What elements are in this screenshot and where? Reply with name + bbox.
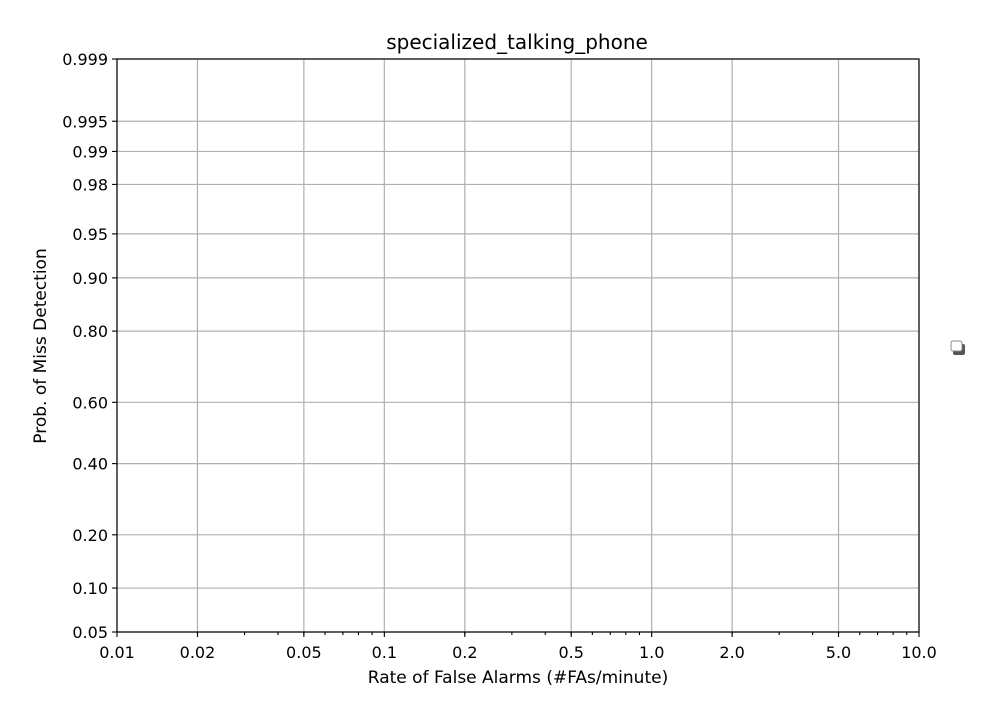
y-tick-label: 0.20 xyxy=(72,526,108,545)
x-tick-label: 5.0 xyxy=(826,643,851,662)
x-axis-label: Rate of False Alarms (#FAs/minute) xyxy=(368,668,668,688)
x-tick-label: 0.05 xyxy=(286,643,322,662)
x-tick-label: 10.0 xyxy=(901,643,937,662)
x-tick-label: 0.1 xyxy=(372,643,397,662)
y-tick-label: 0.95 xyxy=(72,225,108,244)
plot-frame xyxy=(116,58,920,633)
y-tick-label: 0.10 xyxy=(72,579,108,598)
x-axis-ticks: 0.01 0.02 0.05 0.1 0.2 0.5 1.0 2.0 5.0 10.0 xyxy=(99,632,937,662)
x-tick-label: 1.0 xyxy=(639,643,664,662)
y-tick-label: 0.98 xyxy=(72,175,108,194)
y-tick-label: 0.05 xyxy=(72,623,108,642)
y-tick-label: 0.999 xyxy=(62,50,108,69)
y-tick-label: 0.80 xyxy=(72,322,108,341)
x-tick-label: 0.02 xyxy=(180,643,216,662)
y-tick-label: 0.995 xyxy=(62,112,108,131)
y-tick-label: 0.60 xyxy=(72,393,108,412)
chart-title: specialized_talking_phone xyxy=(386,30,648,54)
x-tick-label: 2.0 xyxy=(719,643,744,662)
y-tick-label: 0.99 xyxy=(72,142,108,161)
y-tick-label: 0.90 xyxy=(72,269,108,288)
x-tick-label: 0.2 xyxy=(452,643,477,662)
x-tick-label: 0.01 xyxy=(99,643,135,662)
x-tick-label: 0.5 xyxy=(558,643,583,662)
legend-icon xyxy=(950,340,965,355)
y-axis-label: Prob. of Miss Detection xyxy=(31,248,51,443)
y-axis-ticks: 0.05 0.10 0.20 0.40 0.60 0.80 0.90 0.95 0.98 0.99… xyxy=(62,50,117,642)
y-tick-label: 0.40 xyxy=(72,455,108,474)
